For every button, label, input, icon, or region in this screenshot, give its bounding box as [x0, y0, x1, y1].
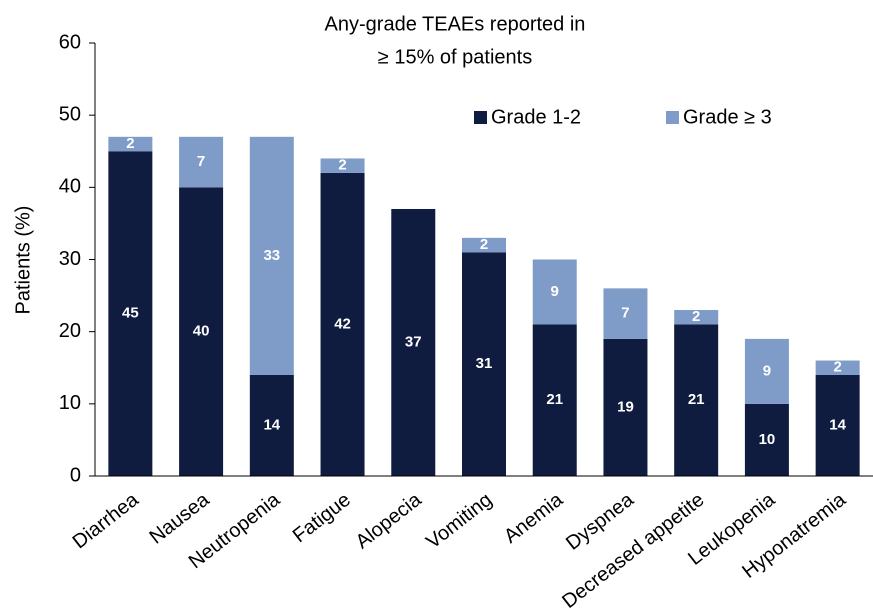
chart-title: ≥ 15% of patients	[378, 46, 532, 68]
x-tick-label: Diarrhea	[69, 488, 144, 553]
y-tick-label: 40	[59, 176, 81, 198]
value-label: 31	[476, 355, 493, 372]
value-label: 9	[551, 283, 559, 300]
x-tick-label: Alopecia	[352, 488, 427, 553]
bar-segment	[603, 288, 648, 339]
bar-segment	[108, 136, 153, 152]
value-label: 10	[759, 431, 776, 448]
y-axis-label: Patients (%)	[12, 206, 34, 315]
value-label: 37	[405, 333, 422, 350]
value-label: 40	[193, 323, 210, 340]
value-label: 7	[621, 305, 629, 322]
y-tick-label: 30	[59, 248, 81, 270]
x-tick-label: Vomiting	[422, 489, 496, 554]
legend-label: Grade 1-2	[491, 106, 581, 128]
bar-segment	[532, 259, 577, 325]
bar-segment	[674, 324, 719, 476]
bar-segment	[320, 158, 365, 173]
value-label: 2	[692, 308, 700, 325]
value-label: 33	[263, 247, 280, 264]
y-tick-label: 20	[59, 320, 81, 342]
y-tick-label: 0	[70, 464, 81, 486]
bar-segment	[179, 187, 224, 477]
value-label: 19	[617, 398, 634, 415]
x-tick-label: Fatigue	[289, 489, 355, 547]
value-label: 2	[338, 157, 346, 174]
bar-segment	[462, 252, 506, 476]
value-label: 14	[829, 416, 846, 433]
value-label: 9	[763, 362, 771, 379]
y-tick-label: 10	[59, 392, 81, 414]
value-label: 2	[480, 236, 488, 253]
bar-segment	[744, 403, 789, 476]
bar-segment	[815, 374, 860, 476]
bar-segment	[249, 136, 294, 375]
bar-segment	[744, 338, 789, 404]
bar-segment	[391, 208, 436, 476]
legend-swatch	[474, 111, 487, 124]
value-label: 21	[688, 391, 705, 408]
legend-label: Grade ≥ 3	[683, 106, 772, 128]
value-label: 7	[197, 153, 205, 170]
bar-segment	[462, 237, 506, 253]
y-tick-label: 60	[59, 31, 81, 53]
chart-title: Any-grade TEAEs reported in	[325, 13, 586, 35]
value-label: 2	[126, 135, 134, 152]
value-label: 2	[833, 359, 841, 376]
value-label: 14	[263, 416, 280, 433]
value-label: 45	[122, 305, 139, 322]
legend-swatch	[666, 111, 679, 124]
bar-segment	[815, 360, 860, 375]
bar-segment	[179, 136, 224, 188]
y-tick-label: 50	[59, 103, 81, 125]
bar-segment	[249, 374, 294, 476]
bar-segment	[603, 338, 648, 476]
value-label: 42	[334, 315, 351, 332]
x-tick-label: Anemia	[500, 488, 568, 548]
bar-segment	[532, 324, 577, 476]
bar-segment	[320, 172, 365, 476]
x-tick-label: Nausea	[146, 488, 215, 548]
bar-segment	[674, 310, 719, 325]
value-label: 21	[546, 391, 563, 408]
bar-segment	[108, 151, 153, 476]
